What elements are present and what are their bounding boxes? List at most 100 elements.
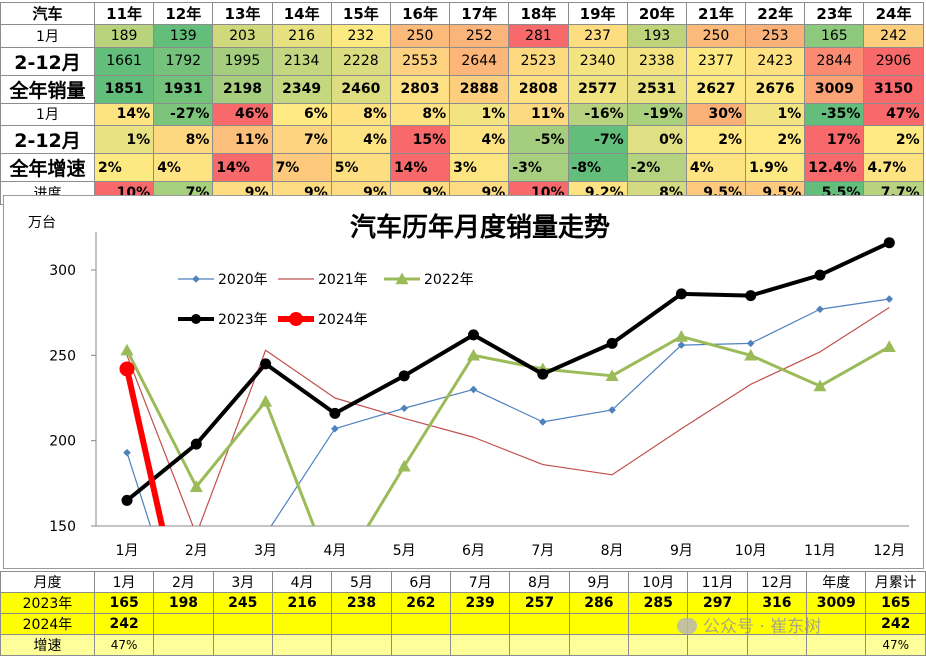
summary-cell: -16% [567, 102, 628, 127]
x-tick-label: 9月 [670, 543, 693, 559]
summary-cell: -27% [153, 102, 214, 127]
value-cell: 165 [865, 592, 926, 614]
summary-cell: 2906 [863, 46, 924, 76]
summary-cell: 2423 [745, 46, 806, 76]
summary-cell: 1% [449, 102, 510, 127]
line-chart: 汽车历年月度销量走势 万台 150 200 250 300 1月 2月 3月 4月 5月 6月 7月… [28, 212, 909, 559]
legend-entry: 2022年 [384, 272, 474, 288]
month-header: 3月 [212, 571, 273, 593]
summary-cell: -7% [567, 125, 628, 155]
summary-cell: 14% [389, 153, 451, 183]
data-point [120, 343, 134, 356]
data-point [882, 340, 896, 352]
row-label: 2-12月 [0, 125, 95, 155]
series-line [125, 240, 891, 502]
year-header: 14年 [271, 1, 332, 26]
chart-axes: 150 200 250 300 1月 2月 3月 4月 5月 6月 7月 8月 9月 10月 11月 12月 [49, 232, 909, 559]
summary-cell: 8% [389, 102, 451, 127]
summary-cell: 216 [271, 24, 332, 48]
summary-cell: 3150 [863, 74, 924, 104]
summary-cell: 2888 [449, 74, 510, 104]
data-point [329, 407, 341, 419]
summary-cell: 253 [745, 24, 806, 48]
legend-entry: 2024年 [278, 312, 368, 328]
summary-cell: 4% [449, 125, 510, 155]
data-point [119, 361, 135, 377]
value-cell [331, 634, 392, 656]
month-header: 6月 [390, 571, 452, 593]
value-cell [271, 613, 333, 635]
value-cell: 257 [509, 592, 570, 614]
data-point [885, 295, 894, 303]
x-tick-label: 3月 [254, 543, 277, 559]
month-header: 月度 [0, 571, 95, 593]
data-point [746, 339, 755, 348]
summary-row: 1月 14% -27% 46% 6% 8% 8% 1% 11% -16% -19% 30% 1% -35%… [0, 102, 924, 127]
summary-cell: 1% [745, 102, 806, 127]
data-point [608, 406, 616, 414]
y-tick-label: 150 [49, 519, 76, 535]
data-point [539, 418, 547, 426]
value-cell [687, 634, 748, 656]
x-tick-label: 6月 [462, 543, 485, 559]
summary-row: 全年增速 2% 4% 14% 7% 5% 14% 3% -3% -8% -2% 4% 1.9% 12.4%… [0, 153, 924, 183]
summary-cell: 1995 [212, 46, 273, 76]
x-tick-label: 8月 [601, 543, 624, 559]
summary-cell: 2% [93, 153, 155, 183]
summary-cell: 2803 [389, 74, 451, 104]
value-cell [568, 613, 630, 635]
summary-cell: 4.7% [863, 153, 924, 183]
summary-cell: 237 [567, 24, 628, 48]
month-header: 4月 [271, 571, 333, 593]
monthly-header-row: 月度 1月 2月 3月 4月 5月 6月 7月 8月 9月 10月 11月 12月 年度 月累计 [0, 571, 926, 593]
value-cell: 286 [568, 592, 630, 614]
summary-cell: 2% [863, 125, 924, 155]
value-cell: 245 [212, 592, 273, 614]
data-point [468, 329, 479, 341]
monthly-table: 月度 1月 2月 3月 4月 5月 6月 7月 8月 9月 10月 11月 12月 年度 月累计 2023年 1… [0, 571, 926, 656]
value-cell [449, 613, 511, 635]
data-point [400, 404, 408, 413]
summary-cell: 2577 [567, 74, 628, 104]
summary-cell: 2676 [745, 74, 806, 104]
year-header: 13年 [212, 1, 273, 26]
legend-marker [289, 312, 303, 326]
value-cell [153, 613, 214, 635]
summary-cell: 30% [685, 102, 747, 127]
series-2021年 [126, 307, 890, 526]
data-point [397, 459, 411, 472]
summary-row: 2-12月 1% 8% 11% 7% 4% 15% 4% -5% -7% 0% 2% 2% 17% 2% [0, 125, 924, 155]
data-point [816, 305, 824, 314]
year-header: 20年 [626, 1, 687, 26]
summary-cell: 1931 [153, 74, 214, 104]
month-header: 9月 [568, 571, 630, 593]
summary-cell: 2198 [212, 74, 273, 104]
legend-label: 2021年 [318, 272, 368, 288]
year-header: 22年 [745, 1, 806, 26]
summary-cell: 12.4% [804, 153, 865, 183]
x-tick-label: 10月 [735, 543, 767, 559]
value-cell: 262 [390, 592, 452, 614]
summary-cell: 2808 [508, 74, 569, 104]
year-header: 19年 [567, 1, 628, 26]
summary-cell: 2627 [685, 74, 747, 104]
summary-cell: 250 [389, 24, 451, 48]
row-label: 增速 [0, 634, 95, 656]
x-tick-label: 12月 [873, 543, 905, 559]
data-point [675, 288, 687, 300]
month-header: 5月 [331, 571, 392, 593]
value-cell [568, 634, 630, 656]
value-cell [806, 613, 867, 635]
summary-cell: 11% [212, 125, 273, 155]
summary-cell: 250 [685, 24, 747, 48]
data-point [123, 448, 131, 457]
legend-label: 2020年 [218, 272, 268, 288]
year-header: 11年 [93, 1, 155, 26]
month-header: 2月 [153, 571, 214, 593]
value-cell [746, 634, 808, 656]
row-2023: 2023年 165 198 245 216 238 262 239 257 286 285 297 31… [0, 592, 926, 614]
summary-cell: 242 [863, 24, 924, 48]
data-point [674, 330, 688, 342]
data-point [121, 494, 133, 506]
year-header: 12年 [153, 1, 214, 26]
